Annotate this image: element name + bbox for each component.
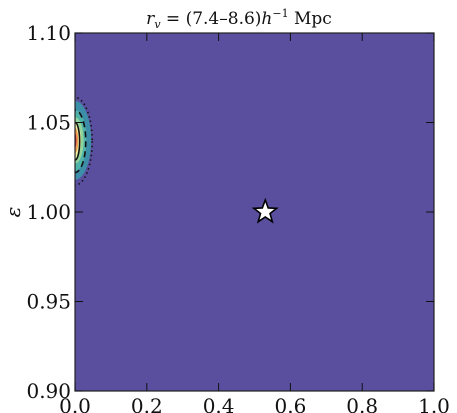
y-axis-label: ε xyxy=(1,207,25,218)
x-tick-label: 0.8 xyxy=(346,394,378,413)
contour-fill-level-4 xyxy=(75,127,79,153)
title-subscript: v xyxy=(154,18,161,31)
plot-background xyxy=(75,33,434,391)
y-tick-label: 0.95 xyxy=(26,290,71,314)
title-unit: Mpc xyxy=(289,9,332,29)
contour-line-solid xyxy=(75,121,81,161)
y-tick-label: 1.10 xyxy=(26,21,71,45)
title-range: = (7.4–8.6) xyxy=(161,9,262,29)
x-tick-label: 0.0 xyxy=(59,394,91,413)
title-h: h xyxy=(261,9,272,29)
title-symbol: r xyxy=(146,9,155,29)
y-tick-label: 1.05 xyxy=(26,111,71,135)
star-marker xyxy=(251,197,279,224)
x-tick-label: 0.6 xyxy=(274,394,306,413)
y-tick-label: 0.90 xyxy=(26,379,71,403)
y-axis-ticks: 0.90 0.95 1.00 1.05 1.10 xyxy=(26,21,434,403)
x-axis-ticks: 0.0 0.2 0.4 0.6 0.8 1.0 xyxy=(59,33,450,413)
x-tick-label: 1.0 xyxy=(418,394,450,413)
title-superscript: −1 xyxy=(272,7,288,20)
x-tick-label: 0.4 xyxy=(203,394,235,413)
contour-line-dotted xyxy=(75,96,94,186)
marker-layer xyxy=(251,197,279,224)
x-tick-label: 0.2 xyxy=(131,394,163,413)
chart-title: rv = (7.4–8.6)h−1 Mpc xyxy=(146,7,332,31)
y-tick-label: 1.00 xyxy=(26,200,71,224)
